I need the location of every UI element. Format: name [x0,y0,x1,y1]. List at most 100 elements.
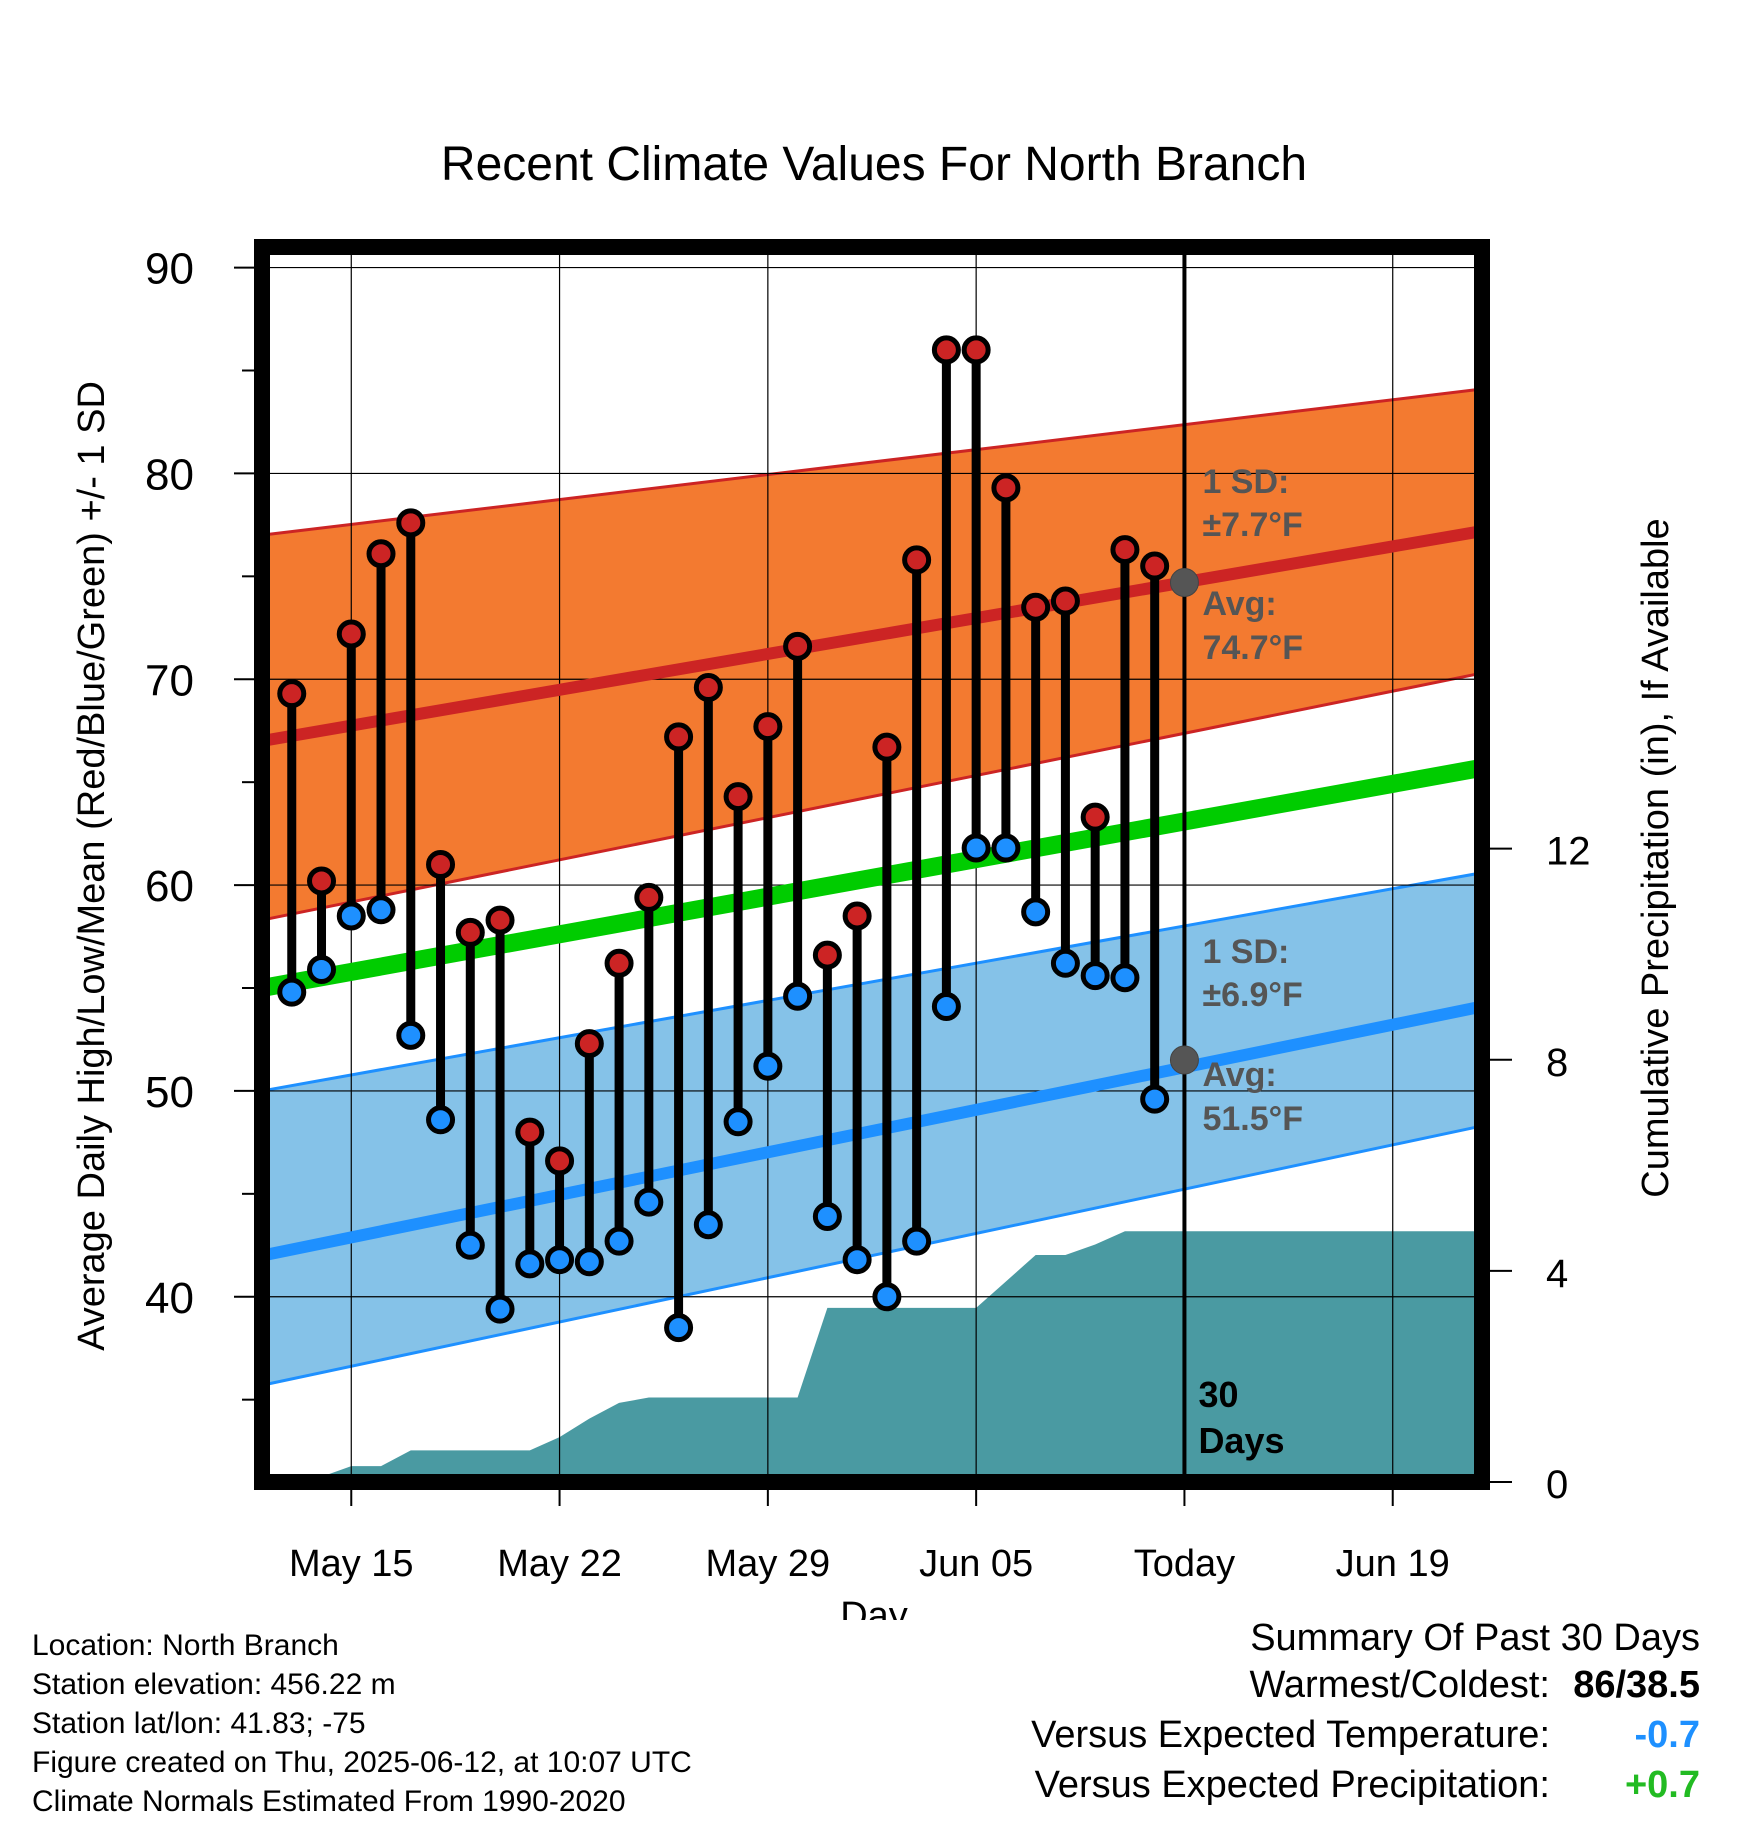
y-tick-label: 50 [145,1068,194,1117]
x-axis-label: Day [840,1595,908,1620]
x-tick-label: May 22 [497,1543,622,1585]
station-elevation: Station elevation: 456.22 m [32,1668,396,1701]
daily-high-point [366,539,396,569]
plot-area: 30 Days 1 SD: ±7.7°F Avg: 74.7°F 1 SD: ±6.9°F Av… [145,239,1591,1585]
low-avg-value: 51.5°F [1202,1100,1303,1138]
daily-high-point [783,631,813,661]
daily-high-point [1110,535,1140,565]
daily-low-point [1050,948,1080,978]
daily-low-point [902,1226,932,1256]
daily-high-point [1140,551,1170,581]
low-band-lower-edge [261,1124,1483,1387]
y-tick-label: 60 [145,862,194,911]
today-label-line1: 30 [1198,1374,1238,1415]
y2-tick-label: 12 [1546,830,1591,874]
daily-low-point [545,1245,575,1275]
daily-high-point [991,473,1021,503]
y-tick-label: 40 [145,1274,194,1323]
daily-low-point [604,1226,634,1256]
daily-high-point [1021,592,1051,622]
high-band-lower-edge [261,671,1483,922]
x-tick-label: Today [1134,1543,1235,1585]
daily-low-point [931,992,961,1022]
daily-high-point [1050,586,1080,616]
y-tick-label: 80 [145,450,194,499]
low-avg-label: Avg: [1202,1056,1276,1094]
high-sd-value: ±7.7°F [1202,506,1302,544]
daily-high-point [812,940,842,970]
y-tick-label: 90 [145,245,194,294]
daily-high-point [931,335,961,365]
daily-low-point [723,1107,753,1137]
daily-low-point [664,1313,694,1343]
station-location: Location: North Branch [32,1629,339,1662]
precip-vs-expected-label: Versus Expected Precipitation: [1034,1764,1550,1806]
daily-low-point [426,1105,456,1135]
daily-high-point [902,545,932,575]
daily-high-point [1080,802,1110,832]
daily-low-point [1021,897,1051,927]
high-sd-band [262,389,1482,921]
normal-high-line [260,525,1484,747]
figure-created: Figure created on Thu, 2025-06-12, at 10… [32,1746,692,1779]
daily-low-point [634,1187,664,1217]
daily-low-point [574,1247,604,1277]
high-avg-label: Avg: [1202,585,1276,623]
cumulative-precipitation-area [262,1231,1482,1482]
today-label-line2: Days [1198,1420,1284,1461]
daily-high-point [307,866,337,896]
daily-high-point [664,722,694,752]
high-avg-value: 74.7°F [1202,629,1303,667]
daily-low-point [753,1051,783,1081]
climate-chart: Recent Climate Values For North Branch 3… [71,138,1677,1620]
low-band-upper-edge [261,871,1483,1093]
daily-high-point [693,672,723,702]
daily-low-point [366,895,396,925]
daily-high-point [842,901,872,931]
daily-high-point [515,1117,545,1147]
daily-high-point [396,508,426,538]
daily-high-point [455,917,485,947]
warmest-value: 86/38.5 [1573,1664,1700,1706]
daily-low-point [396,1020,426,1050]
climate-normals-note: Climate Normals Estimated From 1990-2020 [32,1785,626,1818]
y-axis-label-left: Average Daily High/Low/Mean (Red/Blue/Gr… [71,381,113,1351]
daily-high-point [574,1029,604,1059]
summary-title: Summary Of Past 30 Days [1250,1617,1700,1659]
daily-high-point [634,882,664,912]
daily-low-point [783,981,813,1011]
y2-tick-label: 8 [1546,1041,1568,1085]
x-tick-label: May 15 [289,1543,414,1585]
daily-high-point [723,782,753,812]
summary-temp-row: Versus Expected Temperature: -0.7 [1031,1714,1700,1764]
temp-vs-expected-value: -0.7 [1634,1714,1700,1756]
y2-tick-label: 4 [1546,1252,1568,1296]
y-axis-label-right: Cumulative Precipitation (in), If Availa… [1635,518,1677,1197]
daily-high-point [604,948,634,978]
daily-low-point [1140,1084,1170,1114]
summary-warmest-row: Warmest/Coldest: 86/38.5 [1031,1664,1700,1714]
daily-high-point [277,679,307,709]
station-latlon: Station lat/lon: 41.83; -75 [32,1707,366,1740]
daily-high-point [336,619,366,649]
chart-title: Recent Climate Values For North Branch [441,138,1307,191]
daily-low-point [1110,963,1140,993]
normal-low-line [260,1000,1484,1262]
daily-high-point [753,712,783,742]
x-tick-label: Jun 19 [1336,1543,1450,1585]
today-high-avg-marker [1169,568,1199,598]
daily-low-point [872,1282,902,1312]
warmest-label: Warmest/Coldest: [1249,1664,1550,1706]
daily-low-point [277,977,307,1007]
daily-high-point [485,905,515,935]
daily-high-point [426,850,456,879]
x-tick-label: Jun 05 [919,1543,1033,1585]
daily-low-point [485,1294,515,1324]
normal-mean-line [260,758,1484,997]
daily-low-point [693,1210,723,1240]
daily-low-point [1080,961,1110,991]
station-info: Location: North Branch Station elevation… [32,1626,692,1821]
summary-panel: Summary Of Past 30 Days Warmest/Coldest:… [1031,1617,1700,1814]
daily-low-point [515,1249,545,1279]
daily-high-point [961,335,991,365]
